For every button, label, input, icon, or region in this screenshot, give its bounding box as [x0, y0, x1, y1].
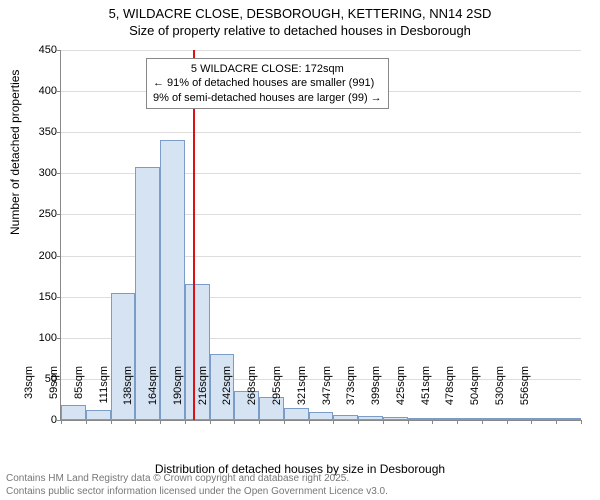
x-tick: 295sqm [271, 366, 283, 426]
attribution-footer: Contains HM Land Registry data © Crown c… [6, 473, 388, 498]
title-line2: Size of property relative to detached ho… [0, 23, 600, 40]
chart-title: 5, WILDACRE CLOSE, DESBOROUGH, KETTERING… [0, 0, 600, 40]
x-tick: 164sqm [147, 366, 159, 426]
x-tick: 33sqm [23, 366, 35, 426]
y-tick: 300 [17, 167, 57, 179]
histogram-bar [556, 418, 581, 420]
x-tick: 242sqm [221, 366, 233, 426]
x-tick: 111sqm [98, 366, 110, 426]
y-tick: 400 [17, 85, 57, 97]
y-tick: 250 [17, 208, 57, 220]
info-property-size: 5 WILDACRE CLOSE: 172sqm [153, 62, 382, 76]
x-tick: 530sqm [494, 366, 506, 426]
info-larger-pct: 9% of semi-detached houses are larger (9… [153, 91, 382, 105]
footer-line1: Contains HM Land Registry data © Crown c… [6, 473, 388, 486]
reference-info-box: 5 WILDACRE CLOSE: 172sqm ← 91% of detach… [146, 58, 389, 109]
x-tick: 138sqm [122, 366, 134, 426]
histogram-bar [531, 418, 556, 420]
x-tick: 190sqm [172, 366, 184, 426]
x-tick: 85sqm [73, 366, 85, 426]
x-tick: 373sqm [345, 366, 357, 426]
x-tick: 451sqm [420, 366, 432, 426]
y-tick: 350 [17, 126, 57, 138]
title-line1: 5, WILDACRE CLOSE, DESBOROUGH, KETTERING… [0, 6, 600, 23]
x-tick: 216sqm [197, 366, 209, 426]
y-tick: 200 [17, 250, 57, 262]
x-tick: 347sqm [321, 366, 333, 426]
x-tick: 556sqm [519, 366, 531, 426]
x-tick: 268sqm [246, 366, 258, 426]
y-tick: 100 [17, 332, 57, 344]
y-tick: 450 [17, 44, 57, 56]
x-tick: 478sqm [444, 366, 456, 426]
x-tick: 425sqm [395, 366, 407, 426]
x-tick: 59sqm [48, 366, 60, 426]
x-tick: 399sqm [370, 366, 382, 426]
x-tick: 321sqm [296, 366, 308, 426]
info-smaller-pct: ← 91% of detached houses are smaller (99… [153, 76, 382, 90]
histogram-chart: 05010015020025030035040045033sqm59sqm85s… [60, 50, 580, 420]
footer-line2: Contains public sector information licen… [6, 486, 388, 499]
y-tick: 150 [17, 291, 57, 303]
x-tick: 504sqm [469, 366, 481, 426]
